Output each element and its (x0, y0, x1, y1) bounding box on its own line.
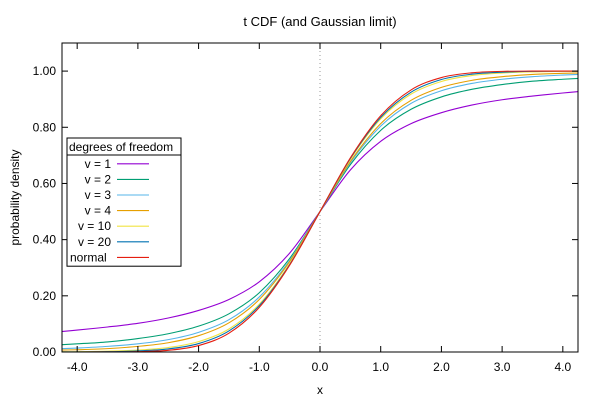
x-tick-label: -2.0 (188, 360, 209, 374)
x-axis-label: x (317, 383, 323, 397)
y-tick-label: 1.00 (33, 64, 57, 78)
x-tick-label: 3.0 (494, 360, 511, 374)
x-tick-label: 2.0 (433, 360, 450, 374)
y-tick-label: 0.00 (33, 345, 57, 359)
x-tick-label: -4.0 (67, 360, 88, 374)
legend-label-5: v = 20 (78, 235, 111, 249)
y-tick-label: 0.40 (33, 233, 57, 247)
x-tick-label: 4.0 (554, 360, 571, 374)
legend-label-1: v = 2 (85, 172, 112, 186)
y-tick-label: 0.20 (33, 289, 57, 303)
legend-title: degrees of freedom (69, 140, 173, 154)
axis-ticks: -4.0 -3.0 -2.0 -1.0 0.0 1.0 2.0 3.0 4.0 0.00 0.20 0… (33, 43, 578, 374)
legend-label-4: v = 10 (78, 219, 111, 233)
legend-label-0: v = 1 (85, 157, 112, 171)
legend-label-2: v = 3 (85, 188, 112, 202)
legend-label-3: v = 4 (85, 204, 112, 218)
y-tick-label: 0.60 (33, 176, 57, 190)
y-tick-label: 0.80 (33, 120, 57, 134)
y-axis-label: probability density (8, 149, 22, 245)
legend-box (66, 137, 182, 267)
legend-label-6: normal (70, 250, 107, 264)
x-tick-label: -1.0 (249, 360, 270, 374)
x-tick-label: 0.0 (312, 360, 329, 374)
chart-title: t CDF (and Gaussian limit) (243, 14, 396, 29)
x-tick-label: -3.0 (128, 360, 149, 374)
x-tick-label: 1.0 (372, 360, 389, 374)
